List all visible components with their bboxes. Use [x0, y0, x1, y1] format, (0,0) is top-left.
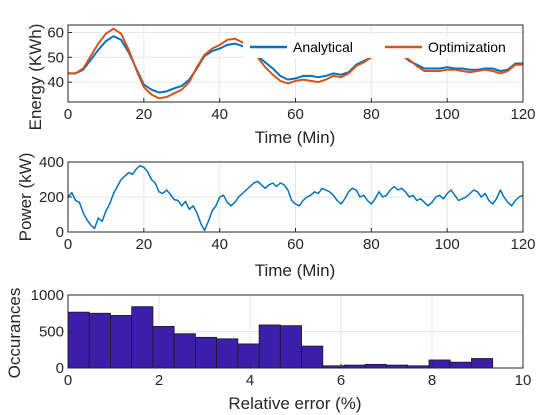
histogram-bar: [173, 333, 196, 369]
histogram-bar: [471, 358, 494, 369]
histogram-bar: [194, 336, 218, 369]
power-x-tick-label: 120: [510, 236, 535, 253]
histogram-y-axis-label: Occurances: [5, 288, 24, 379]
power-y-axis-label: Power (kW): [16, 153, 35, 242]
power-x-tick-label: 20: [135, 236, 152, 253]
histogram-x-tick-label: 10: [515, 372, 532, 389]
energy-x-tick-label: 100: [435, 106, 460, 123]
histogram-bar: [110, 315, 133, 369]
legend-background: [243, 36, 520, 58]
power-x-tick-label: 100: [435, 236, 460, 253]
energy-y-tick-label: 50: [47, 49, 64, 66]
histogram-bar: [152, 325, 175, 369]
histogram-bar: [88, 312, 111, 369]
energy-legend: Analytical Optimization: [243, 36, 520, 58]
power-y-tick-label: 200: [39, 189, 64, 206]
power-x-tick-label: 0: [64, 236, 72, 253]
energy-x-tick-label: 20: [135, 106, 152, 123]
energy-x-tick-label: 80: [363, 106, 380, 123]
histogram-y-tick-label: 1000: [31, 287, 64, 304]
histogram-bar: [67, 311, 90, 369]
histogram-y-tick-label: 500: [39, 324, 64, 341]
energy-x-tick-label: 60: [287, 106, 304, 123]
histogram-x-axis-label: Relative error (%): [228, 394, 361, 413]
legend-label-optimization: Optimization: [428, 39, 506, 55]
histogram-x-tick-label: 0: [64, 372, 72, 389]
power-y-tick-label: 0: [56, 224, 64, 241]
energy-panel: 0 20 40 60 80 100 120 40 50 60 Time (Min) Energy …: [26, 24, 536, 147]
energy-y-tick-label: 40: [47, 74, 64, 91]
series-power-line: [67, 164, 524, 232]
power-x-tick-label: 40: [211, 236, 228, 253]
histogram-bar: [279, 325, 302, 369]
histogram-x-tick-label: 8: [428, 372, 436, 389]
energy-x-tick-label: 120: [510, 106, 535, 123]
histogram-y-tick-label: 0: [56, 360, 64, 377]
power-y-tick-label: 400: [39, 154, 64, 171]
series-optimization-line: [68, 27, 523, 100]
histogram-bar: [216, 338, 239, 369]
histogram-bar: [258, 324, 281, 369]
histogram-bar: [237, 343, 260, 369]
power-x-tick-label: 80: [363, 236, 380, 253]
histogram-x-tick-label: 2: [155, 372, 163, 389]
power-panel: 0 20 40 60 80 100 120 0 200 400 Time (Min) Power …: [16, 153, 536, 280]
energy-y-axis-label: Energy (KWh): [26, 24, 45, 131]
histogram-bar: [131, 306, 154, 369]
histogram-x-tick-label: 6: [337, 372, 345, 389]
histogram-x-tick-label: 4: [246, 372, 254, 389]
power-x-axis-label: Time (Min): [255, 261, 336, 280]
legend-label-analytical: Analytical: [293, 39, 353, 55]
energy-x-axis-label: Time (Min): [255, 128, 336, 147]
energy-x-tick-label: 40: [211, 106, 228, 123]
energy-x-tick-label: 0: [64, 106, 72, 123]
histogram-bar: [449, 361, 472, 369]
histogram-panel: 0 2 4 6 8 10 0 500 1000 Relative error (%) Occur…: [5, 287, 531, 413]
energy-y-tick-label: 60: [47, 24, 64, 41]
power-x-tick-label: 60: [287, 236, 304, 253]
histogram-bar: [301, 345, 324, 369]
histogram-bar: [364, 363, 387, 369]
